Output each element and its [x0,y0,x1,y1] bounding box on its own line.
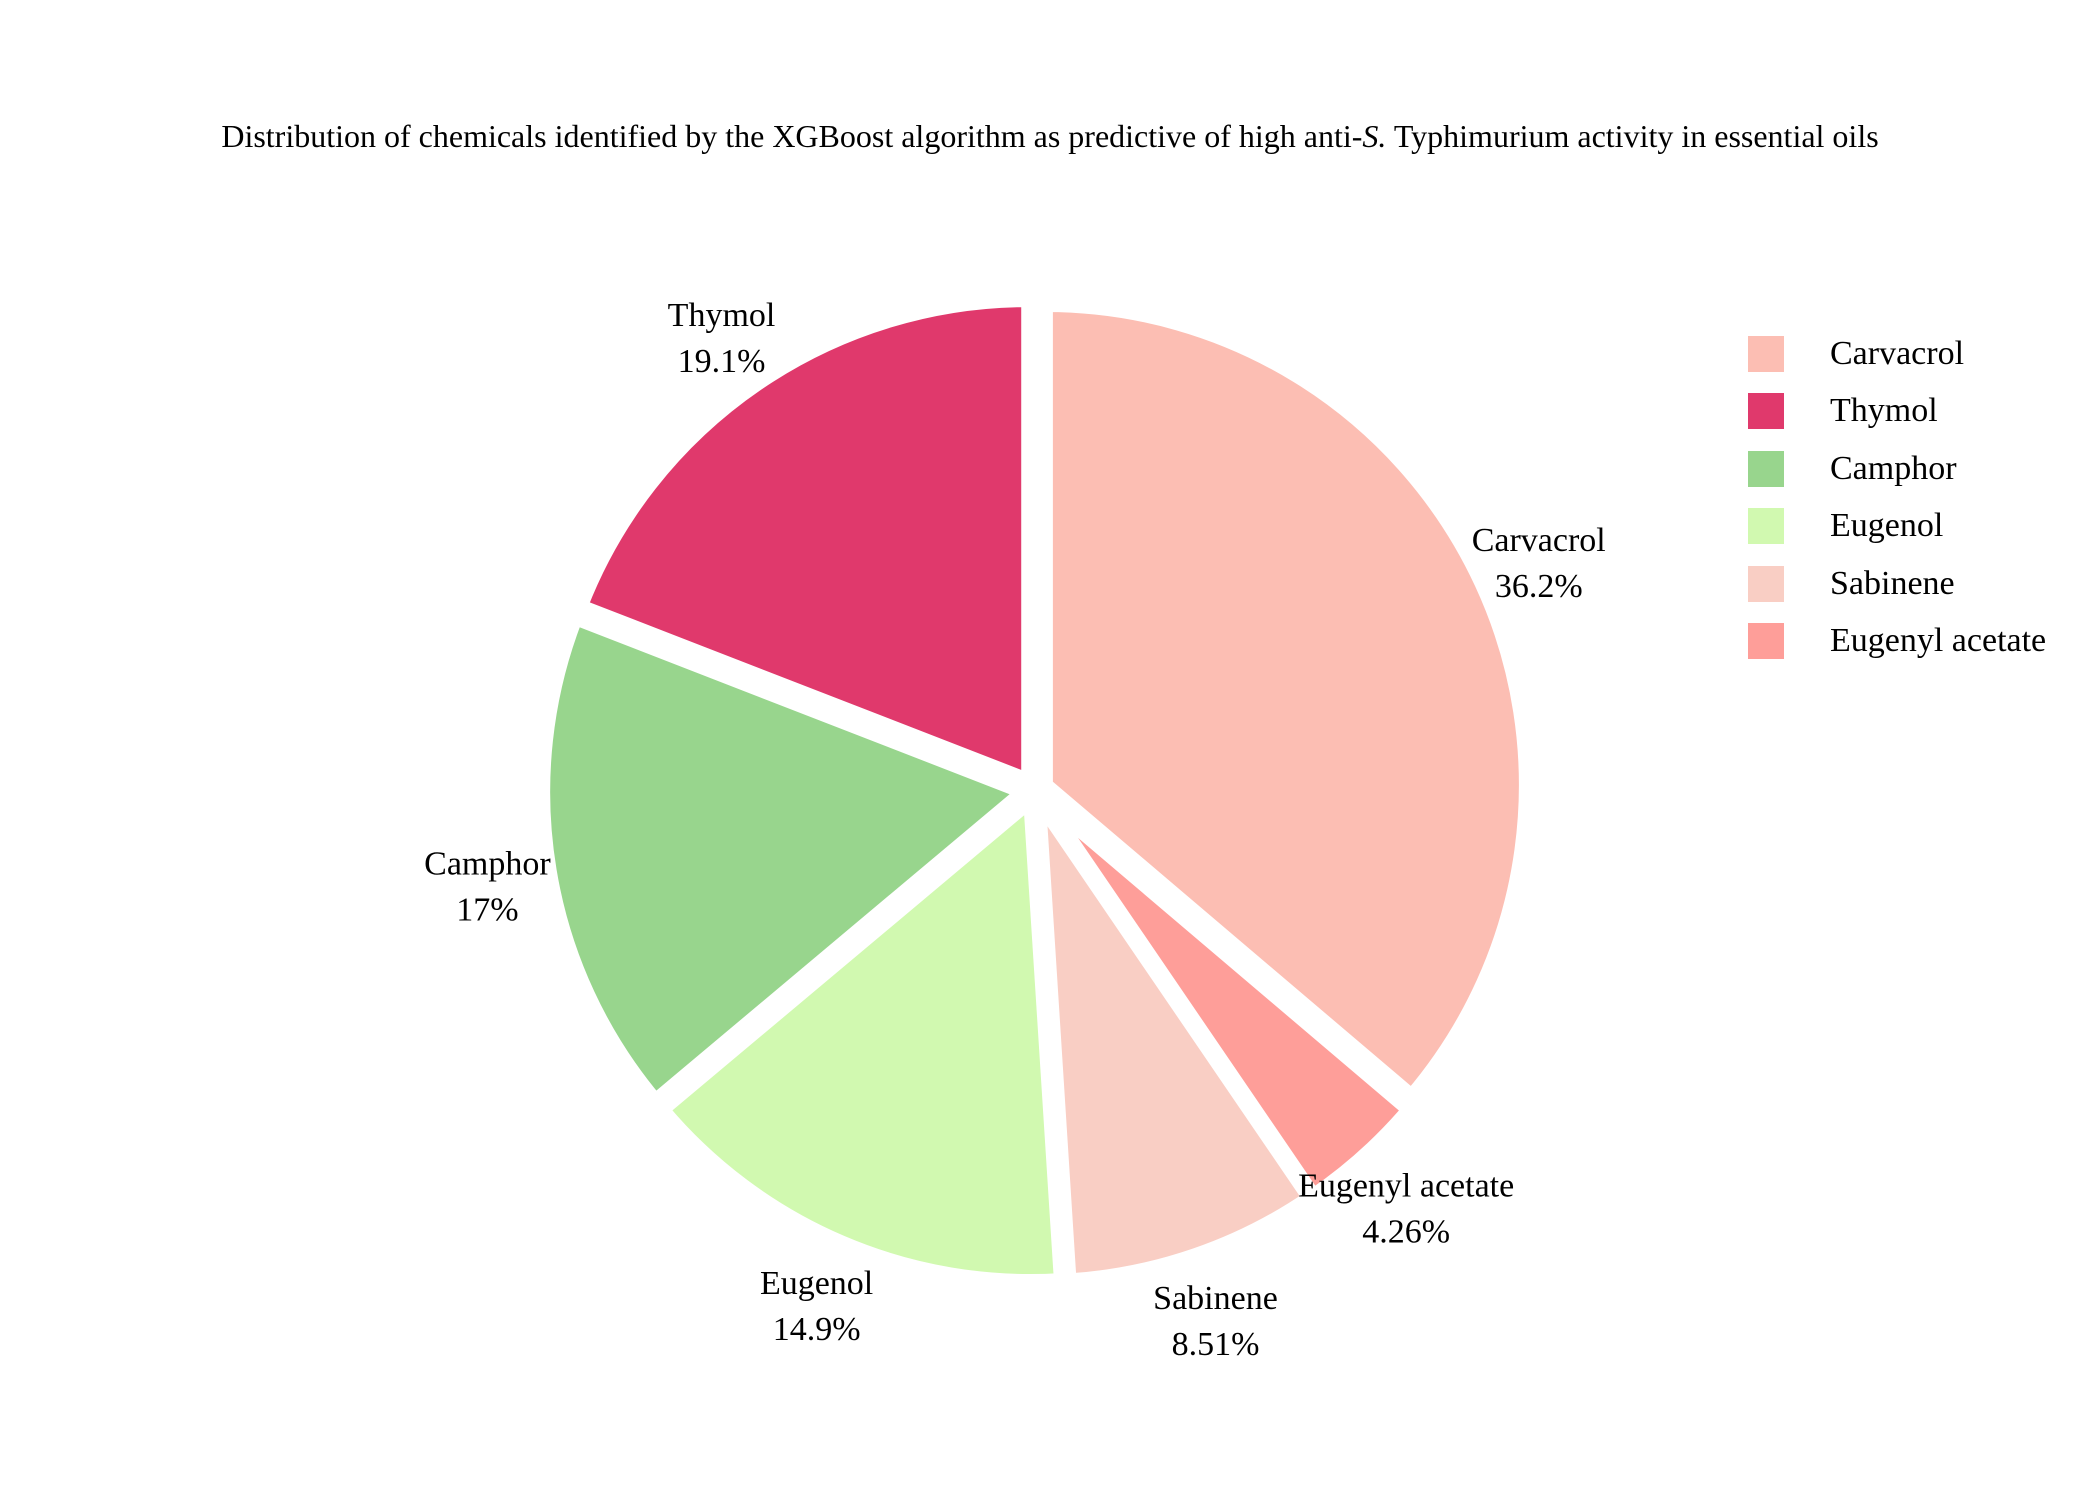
chart-title-part1: Distribution of chemicals identified by … [221,118,1363,154]
pie-slice-sabinene [1031,794,1317,1288]
slice-label-eugenyl-acetate: Eugenyl acetate [1298,1168,1514,1205]
legend: Carvacrol Thymol Camphor Eugenol Sabinene Eug… [1748,325,2046,670]
slice-label-sabinene: Sabinene [1153,1280,1278,1317]
slice-percent-camphor: 17% [456,892,518,929]
legend-swatch [1748,565,1784,602]
slice-percent-eugenol: 14.9% [773,1311,861,1348]
slice-label-thymol: Thymol [668,297,776,334]
slice-label-camphor: Camphor [424,846,551,883]
slice-percent-sabinene: 8.51% [1172,1326,1260,1363]
chart-title-part2: Typhimurium activity in essential oils [1386,118,1879,154]
legend-item-eugenyl-acetate[interactable]: Eugenyl acetate [1748,613,2046,671]
pie-slice-carvacrol [1038,297,1533,1103]
slice-percent-eugenyl-acetate: 4.26% [1362,1214,1450,1251]
legend-swatch [1748,623,1784,660]
legend-label: Camphor [1830,449,1957,487]
legend-swatch [1748,508,1784,545]
legend-swatch [1748,450,1784,487]
legend-item-camphor[interactable]: Camphor [1748,440,2046,498]
legend-item-carvacrol[interactable]: Carvacrol [1748,325,2046,383]
pie-slice-thymol [573,293,1036,788]
legend-item-eugenol[interactable]: Eugenol [1748,498,2046,556]
pie-slices [536,293,1533,1289]
chart-title-italic: S. [1362,118,1387,154]
slice-percent-carvacrol: 36.2% [1495,568,1583,605]
chart-title: Distribution of chemicals identified by … [0,118,2100,155]
pie-slice-camphor [536,611,1031,1108]
legend-label: Eugenyl acetate [1830,622,2047,660]
legend-swatch [1748,393,1784,430]
legend-item-thymol[interactable]: Thymol [1748,383,2046,441]
pie-labels: Carvacrol 36.2% Eugenyl acetate 4.26% Sabine… [424,297,1606,1363]
slice-label-carvacrol: Carvacrol [1472,522,1606,559]
slice-percent-thymol: 19.1% [678,343,766,380]
legend-label: Thymol [1830,392,1938,430]
legend-label: Sabinene [1830,564,1955,602]
legend-item-sabinene[interactable]: Sabinene [1748,555,2046,613]
legend-label: Eugenol [1830,507,1944,545]
legend-swatch [1748,335,1784,372]
slice-label-eugenol: Eugenol [760,1265,873,1302]
legend-label: Carvacrol [1830,334,1965,372]
pie-slice-eugenol [655,794,1068,1289]
